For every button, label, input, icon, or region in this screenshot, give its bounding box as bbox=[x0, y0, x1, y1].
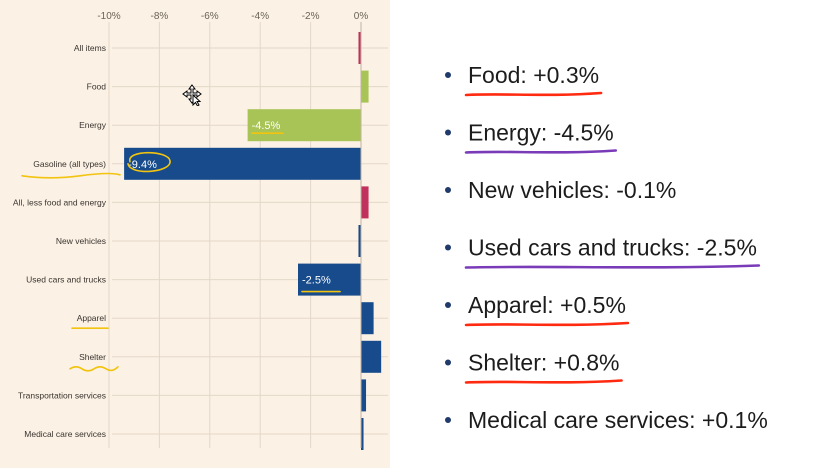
category-label: Medical care services bbox=[24, 429, 106, 439]
bar-value-label: -2.5% bbox=[302, 275, 331, 287]
bar bbox=[298, 263, 361, 296]
bullet-text: Energy: -4.5% bbox=[468, 120, 614, 146]
bar bbox=[361, 186, 369, 219]
x-tick-label: -4% bbox=[251, 11, 269, 22]
chart-panel: -10% -8% -6% -4% -2% 0% All items Food Energy -4.… bbox=[0, 0, 391, 468]
category-label: Energy bbox=[79, 120, 107, 130]
bullet-list: Food: +0.3% Energy: -4.5% New vehicles: -0… bbox=[445, 62, 768, 433]
category-label: New vehicles bbox=[56, 236, 106, 246]
bullet-underline bbox=[464, 264, 761, 269]
bullet-text: Used cars and trucks: -2.5% bbox=[468, 235, 757, 261]
bullet-dot bbox=[445, 417, 451, 423]
x-tick-label: -6% bbox=[201, 11, 219, 22]
bullet-dot bbox=[445, 244, 451, 251]
bullet-underline bbox=[464, 91, 603, 97]
bar bbox=[358, 225, 361, 257]
bar bbox=[361, 379, 367, 412]
category-label: Shelter bbox=[79, 352, 106, 362]
bar bbox=[358, 32, 361, 64]
bar bbox=[361, 302, 374, 335]
bullet-dot bbox=[445, 72, 451, 78]
bullet-underline bbox=[464, 149, 618, 154]
bar-value-label: -9.4% bbox=[128, 159, 157, 171]
bullet-dot bbox=[445, 187, 451, 193]
bullet-dot bbox=[445, 129, 451, 136]
x-tick-label: 0% bbox=[354, 11, 369, 22]
bar bbox=[247, 109, 361, 142]
bar bbox=[361, 418, 364, 450]
highlight-squiggle-shelter bbox=[69, 366, 119, 372]
bullet-text: Shelter: +0.8% bbox=[468, 350, 620, 376]
bar-chart: -10% -8% -6% -4% -2% 0% All items Food Energy -4.… bbox=[13, 11, 388, 450]
bullet-text: Apparel: +0.5% bbox=[468, 292, 626, 318]
bullet-text: Medical care services: +0.1% bbox=[468, 407, 768, 433]
category-label: All, less food and energy bbox=[13, 197, 107, 207]
x-tick-label: -10% bbox=[97, 11, 120, 22]
category-label: All items bbox=[74, 43, 106, 53]
bullet-underline bbox=[464, 379, 623, 384]
highlight-circle-gasoline bbox=[127, 151, 171, 173]
category-label: Transportation services bbox=[18, 390, 106, 400]
category-label: Gasoline (all types) bbox=[33, 159, 106, 169]
bullet-text: Food: +0.3% bbox=[468, 62, 599, 88]
bar bbox=[361, 70, 369, 103]
category-label: Apparel bbox=[77, 313, 106, 323]
bar bbox=[361, 340, 382, 373]
bullet-panel: Food: +0.3% Energy: -4.5% New vehicles: -0… bbox=[390, 0, 832, 468]
bullet-text: New vehicles: -0.1% bbox=[468, 177, 676, 203]
x-tick-label: -8% bbox=[151, 11, 169, 22]
bar-value-label: -4.5% bbox=[252, 120, 281, 132]
bullet-dot bbox=[445, 359, 451, 366]
move-cursor-icon bbox=[182, 84, 202, 106]
x-tick-label: -2% bbox=[302, 11, 320, 22]
highlight-underline-gasoline bbox=[21, 172, 121, 179]
bullet-dot bbox=[445, 302, 451, 308]
bar bbox=[124, 147, 362, 180]
category-label: Used cars and trucks bbox=[26, 275, 106, 285]
category-label: Food bbox=[87, 82, 107, 92]
bullet-underline bbox=[464, 321, 630, 327]
